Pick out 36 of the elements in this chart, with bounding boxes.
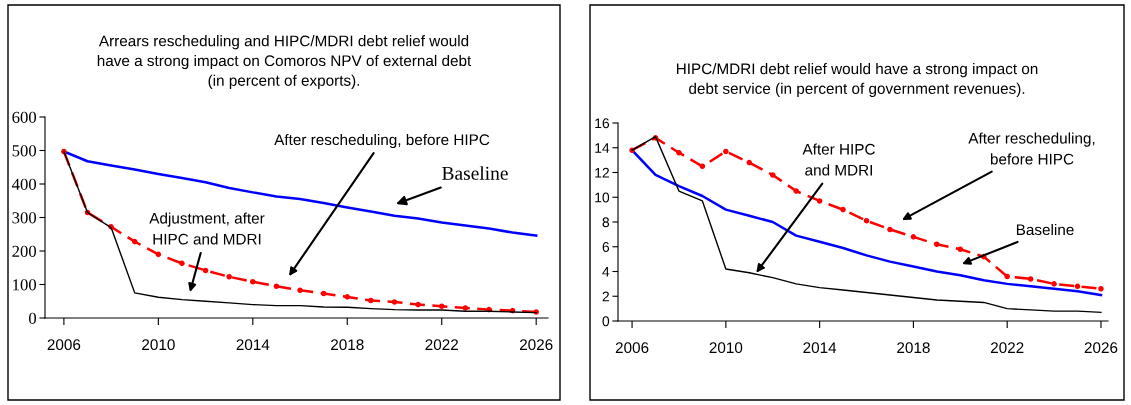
y-tick-label: 0 — [28, 312, 37, 324]
x-tick-label: 2018 — [897, 342, 930, 354]
x-tick-label: 2022 — [425, 339, 458, 351]
x-tick-label: 2006 — [615, 342, 649, 354]
y-tick-label: 16 — [595, 118, 610, 129]
y-tick-label: 400 — [11, 178, 37, 190]
annotation: After rescheduling, before HIPC — [274, 133, 490, 149]
annotation: Baseline — [442, 166, 508, 180]
x-tick-label: 2026 — [519, 339, 553, 351]
y-tick-label: 10 — [595, 192, 610, 203]
y-tick-label: 4 — [602, 266, 610, 277]
y-tick-label: 8 — [602, 217, 610, 228]
annotation: After HIPC and MDRI — [802, 143, 875, 176]
chart-title: HIPC/MDRI debt relief would have a strong impact on debt service (in percent of government revenues). — [676, 62, 1038, 98]
y-tick-label: 600 — [12, 111, 37, 123]
annotation: Baseline — [1016, 223, 1074, 236]
y-tick-label: 100 — [13, 279, 37, 291]
y-tick-label: 12 — [595, 167, 609, 178]
annotation: Adjustment, after HIPC and MDRI — [149, 212, 265, 245]
chart-title: Arrears rescheduling and HIPC/MDRI debt relief would have a strong impact on Comoros NPV of external debt (in percent of exports). — [97, 35, 472, 89]
x-tick-label: 2014 — [803, 342, 837, 354]
x-tick-label: 2026 — [1084, 342, 1118, 354]
annotation: After rescheduling, before HIPC — [968, 132, 1095, 165]
y-tick-label: 0 — [602, 316, 610, 327]
y-tick-label: 500 — [12, 145, 37, 157]
x-tick-label: 2014 — [236, 339, 270, 351]
y-tick-label: 6 — [602, 242, 610, 252]
y-tick-label: 14 — [595, 143, 610, 153]
x-tick-label: 2006 — [47, 339, 81, 351]
x-tick-label: 2022 — [990, 342, 1024, 354]
y-tick-label: 300 — [12, 212, 37, 224]
y-tick-label: 200 — [12, 245, 37, 257]
y-tick-label: 2 — [602, 291, 609, 302]
x-tick-label: 2018 — [331, 339, 364, 351]
x-tick-label: 2010 — [142, 339, 175, 351]
x-tick-label: 2010 — [709, 342, 743, 354]
